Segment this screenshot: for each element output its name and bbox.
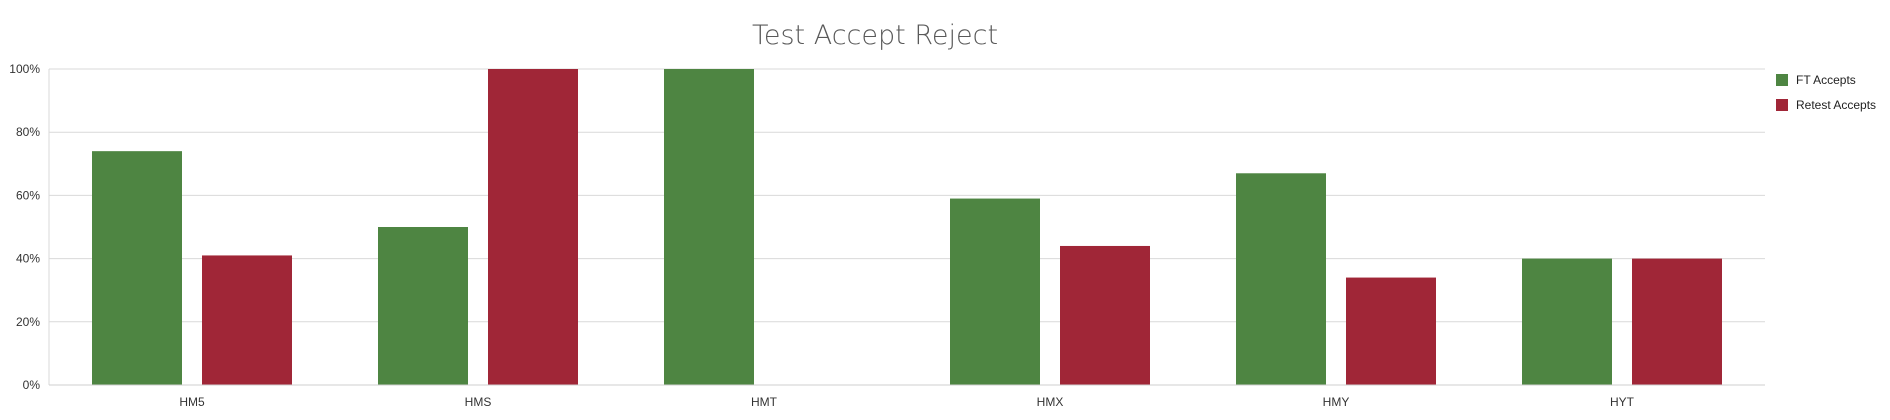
bar-retest-accepts-hmx[interactable]: [1060, 245, 1150, 385]
legend-swatch: [1776, 99, 1788, 111]
x-tick-label: HMT: [751, 395, 778, 409]
bar-retest-accepts-hms[interactable]: [488, 69, 578, 385]
y-tick-label: 20%: [16, 315, 40, 329]
x-tick-label: HM5: [179, 395, 205, 409]
bar-ft-accepts-hmt[interactable]: [664, 69, 754, 385]
bars: [92, 69, 1722, 385]
bar-retest-accepts-hyt[interactable]: [1632, 258, 1722, 385]
bar-ft-accepts-hmx[interactable]: [950, 198, 1040, 385]
axes: 0% 20% 40% 60% 80% 100% HM5 HMS HMT HMX HMY HYT: [9, 62, 1765, 409]
bar-retest-accepts-hmy[interactable]: [1346, 277, 1436, 385]
legend: FT Accepts Retest Accepts: [1776, 73, 1876, 112]
bar-ft-accepts-hmy[interactable]: [1236, 173, 1326, 385]
x-tick-label: HMY: [1323, 395, 1350, 409]
y-tick-label: 100%: [9, 62, 40, 76]
chart-title: Test Accept Reject: [752, 20, 998, 51]
bar-ft-accepts-hyt[interactable]: [1522, 258, 1612, 385]
grid-lines: [49, 68, 1765, 323]
x-tick-label: HMX: [1037, 395, 1064, 409]
y-tick-label: 0%: [23, 378, 41, 392]
x-tick-label: HYT: [1610, 395, 1635, 409]
x-tick-label: HMS: [465, 395, 492, 409]
y-tick-label: 80%: [16, 125, 40, 139]
bar-ft-accepts-hms[interactable]: [378, 227, 468, 385]
legend-label: Retest Accepts: [1796, 98, 1876, 112]
bar-retest-accepts-hm5[interactable]: [202, 255, 292, 385]
legend-swatch: [1776, 74, 1788, 86]
y-tick-label: 60%: [16, 188, 40, 202]
legend-label: FT Accepts: [1796, 73, 1856, 87]
y-tick-label: 40%: [16, 252, 40, 266]
bar-ft-accepts-hm5[interactable]: [92, 151, 182, 385]
